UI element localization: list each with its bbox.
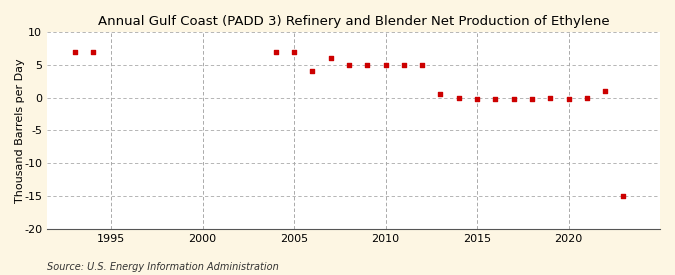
Text: Source: U.S. Energy Information Administration: Source: U.S. Energy Information Administ…: [47, 262, 279, 272]
Point: [362, 62, 373, 67]
Point: [271, 50, 281, 54]
Point: [70, 50, 80, 54]
Point: [581, 95, 592, 100]
Title: Annual Gulf Coast (PADD 3) Refinery and Blender Net Production of Ethylene: Annual Gulf Coast (PADD 3) Refinery and …: [98, 15, 610, 28]
Point: [88, 50, 99, 54]
Point: [398, 62, 409, 67]
Point: [454, 95, 464, 100]
Point: [435, 92, 446, 97]
Point: [289, 50, 300, 54]
Point: [344, 62, 354, 67]
Point: [307, 69, 318, 73]
Point: [325, 56, 336, 60]
Point: [545, 95, 556, 100]
Point: [508, 97, 519, 102]
Point: [618, 194, 629, 198]
Y-axis label: Thousand Barrels per Day: Thousand Barrels per Day: [15, 58, 25, 203]
Point: [380, 62, 391, 67]
Point: [472, 97, 483, 102]
Point: [599, 89, 610, 93]
Point: [563, 97, 574, 102]
Point: [490, 97, 501, 102]
Point: [416, 62, 427, 67]
Point: [526, 97, 537, 102]
